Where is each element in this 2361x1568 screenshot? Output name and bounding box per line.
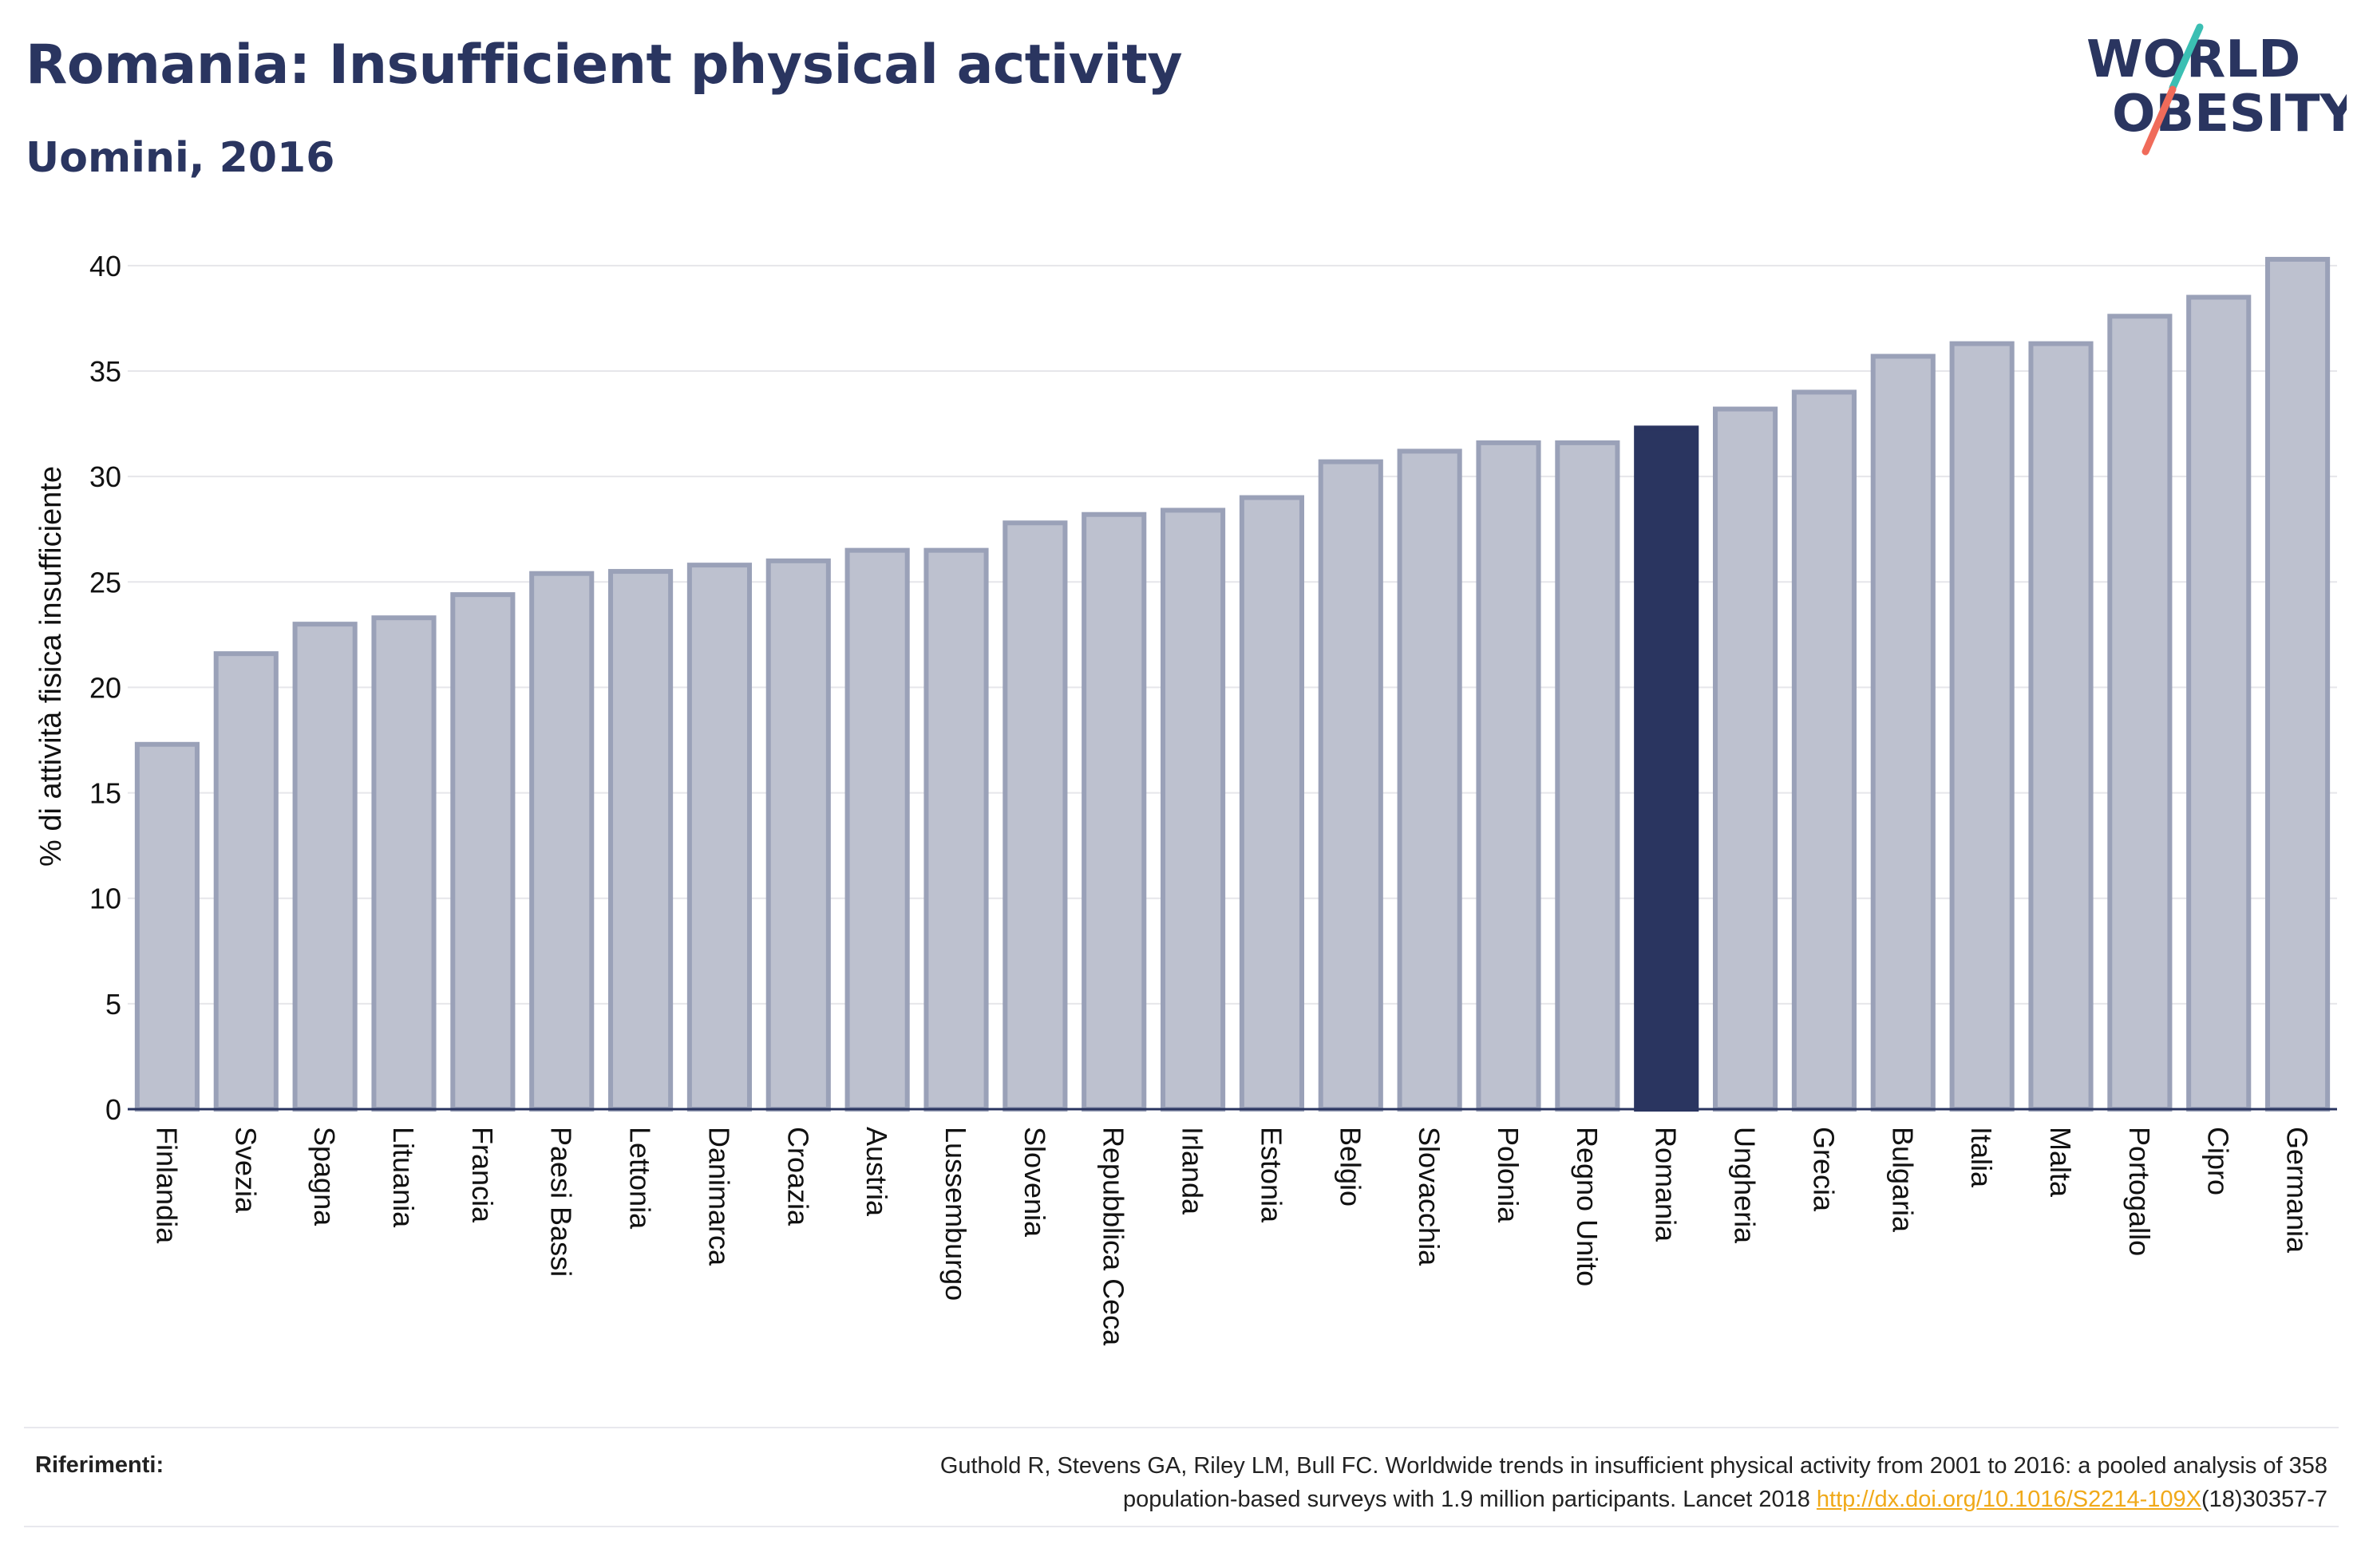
bar: [1476, 440, 1541, 1112]
y-tick-labels: 0 5 10 15 20 25 30 35 40: [89, 250, 121, 1126]
y-tick-label: 30: [89, 460, 121, 493]
x-tick-label: Malta: [2044, 1127, 2077, 1198]
y-tick-label: 5: [105, 988, 121, 1021]
x-tick-label: Croazia: [781, 1127, 814, 1226]
references-text: Guthold R, Stevens GA, Riley LM, Bull FC…: [492, 1449, 2327, 1516]
x-tick-label: Slovenia: [1018, 1127, 1051, 1238]
logo-slash-teal: [2169, 23, 2204, 92]
x-tick-label: Irlanda: [1177, 1127, 1209, 1215]
x-tick-label: Paesi Bassi: [545, 1127, 578, 1277]
x-tick-label: Lettonia: [624, 1127, 657, 1230]
x-tick-label: Germania: [2281, 1127, 2314, 1254]
y-axis-label: % di attività fisica insufficiente: [34, 466, 68, 867]
y-tick-label: 20: [89, 671, 121, 704]
reference-line1: Guthold R, Stevens GA, Riley LM, Bull FC…: [939, 1453, 2327, 1479]
bar: [1003, 520, 1068, 1112]
y-tick-label: 10: [89, 883, 121, 915]
logo-slash-coral: [2142, 85, 2177, 156]
x-tick-label: Francia: [466, 1127, 499, 1223]
bar: [2265, 256, 2331, 1112]
x-tick-label: Lituania: [387, 1127, 420, 1228]
x-tick-label: Repubblica Ceca: [1097, 1127, 1130, 1346]
bar: [134, 741, 200, 1112]
bar: [1318, 459, 1383, 1112]
bar: [686, 563, 752, 1112]
bar: [1555, 440, 1620, 1112]
x-tick-labels: Finlandia Svezia Spagna Lituania Francia Paes…: [150, 1127, 2313, 1346]
references-label: Riferimenti:: [35, 1452, 164, 1478]
bar: [2107, 314, 2173, 1112]
bar: [213, 651, 279, 1112]
bar-layer: [134, 256, 2331, 1112]
bar: [2028, 341, 2094, 1112]
x-tick-label: Lussemburgo: [939, 1127, 972, 1301]
bar: [608, 569, 674, 1112]
y-tick-label: 35: [89, 355, 121, 388]
bar-chart: 0 5 10 15 20 25 30 35 40 Finlandia Svezia Spagna Li…: [34, 250, 2337, 1346]
y-tick-label: 25: [89, 566, 121, 598]
x-tick-label: Belgio: [1334, 1127, 1366, 1207]
x-tick-label: Grecia: [1807, 1127, 1840, 1212]
x-tick-label: Finlandia: [150, 1127, 183, 1244]
bar: [1239, 495, 1304, 1112]
y-tick-label: 0: [105, 1093, 121, 1126]
bar: [1870, 353, 1936, 1112]
references-panel: Riferimenti: Guthold R, Stevens GA, Rile…: [24, 1427, 2339, 1527]
x-tick-label: Danimarca: [702, 1127, 735, 1266]
x-tick-label: Italia: [1965, 1127, 1998, 1188]
bar: [1161, 508, 1226, 1112]
bar: [1713, 406, 1778, 1112]
bar: [1949, 341, 2015, 1112]
bar: [1082, 511, 1147, 1112]
reference-doi-link[interactable]: http://dx.doi.org/10.1016/S2214-109X: [1816, 1487, 2201, 1512]
page-subtitle: Uomini, 2016: [26, 134, 335, 182]
x-tick-label: Slovacchia: [1413, 1127, 1445, 1266]
x-tick-label: Polonia: [1492, 1127, 1525, 1223]
bar: [371, 615, 437, 1112]
y-tick-label: 15: [89, 777, 121, 810]
world-obesity-logo: WORLD OBESITY: [2086, 23, 2347, 156]
bar: [765, 558, 831, 1112]
x-tick-label: Regno Unito: [1571, 1127, 1604, 1286]
x-tick-label: Bulgaria: [1886, 1127, 1919, 1233]
x-tick-label: Svezia: [229, 1127, 262, 1214]
bar: [1397, 448, 1462, 1112]
page-title: Romania: Insufficient physical activity: [26, 34, 1183, 97]
bar: [1791, 389, 1857, 1112]
bar: [529, 571, 595, 1112]
bar: [923, 547, 989, 1112]
y-tick-label: 40: [89, 250, 121, 282]
bar: [292, 622, 358, 1112]
x-tick-label: Cipro: [2202, 1127, 2235, 1195]
bar: [450, 592, 516, 1112]
x-tick-label: Spagna: [308, 1127, 341, 1226]
x-tick-label: Estonia: [1255, 1127, 1287, 1223]
x-tick-label: Austria: [860, 1127, 893, 1217]
bar: [2186, 294, 2252, 1112]
reference-line2-suffix: (18)30357-7: [2201, 1487, 2327, 1512]
x-tick-label: Portogallo: [2123, 1127, 2156, 1256]
x-tick-label: Ungheria: [1729, 1127, 1762, 1244]
reference-line2-prefix: population-based surveys with 1.9 millio…: [1123, 1487, 1817, 1512]
bar: [1634, 425, 1699, 1112]
x-tick-label: Romania: [1650, 1127, 1683, 1242]
bar: [844, 547, 910, 1112]
